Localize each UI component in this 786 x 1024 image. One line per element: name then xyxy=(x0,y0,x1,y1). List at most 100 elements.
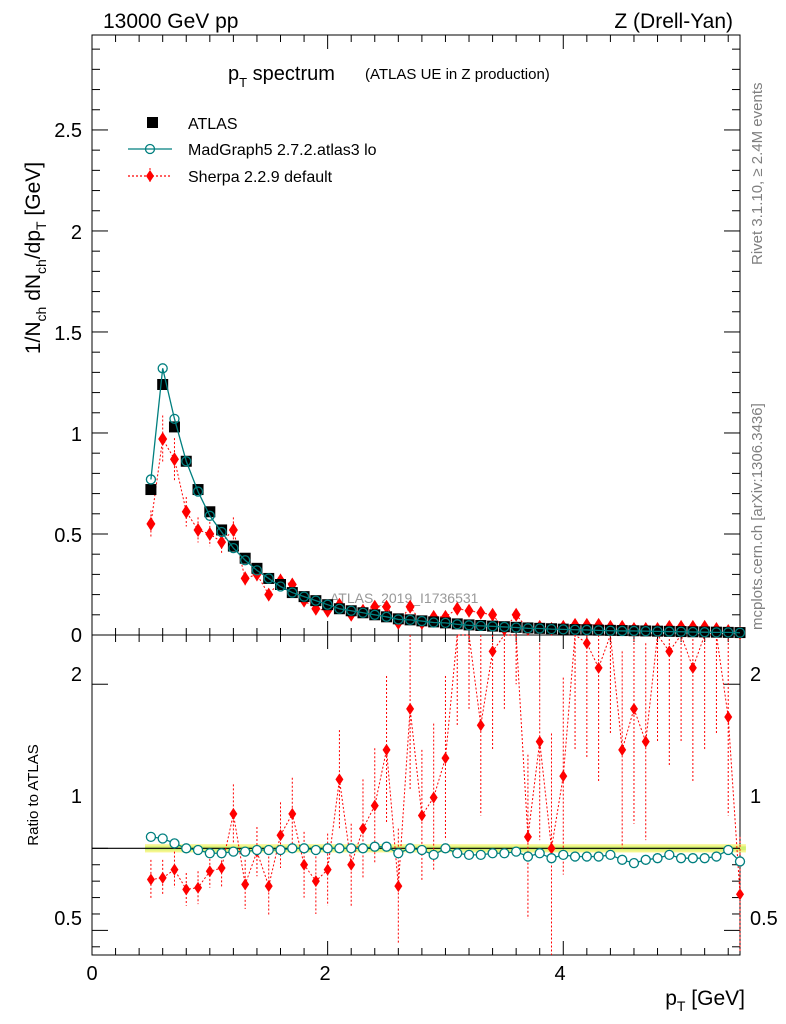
ratio-madgraph-point xyxy=(416,844,428,856)
ratio-madgraph-point xyxy=(687,853,699,864)
madgraph-point xyxy=(251,565,263,576)
sherpa-point xyxy=(452,601,462,616)
ratio-sherpa-point xyxy=(217,862,226,875)
ratio-sherpa-point xyxy=(170,863,179,876)
ratio-madgraph-point xyxy=(216,848,227,859)
madgraph-point xyxy=(298,591,310,602)
process-label: Z (Drell-Yan) xyxy=(614,10,733,33)
ratio-sherpa-point xyxy=(300,858,309,871)
ratio-sherpa-point xyxy=(264,880,273,893)
legend: ATLAS MadGraph5 2.7.2.atlas3 lo Sherpa 2… xyxy=(128,116,377,186)
ratio-madgraph-point xyxy=(228,846,239,857)
ratio-sherpa-point xyxy=(736,888,744,901)
ratio-madgraph-point xyxy=(711,851,722,862)
atlas-point xyxy=(145,484,157,496)
x-tick-label-4: 4 xyxy=(554,963,565,985)
y-tick-label-2-5: 2.5 xyxy=(54,120,82,142)
y-tick-label-1: 1 xyxy=(71,424,82,446)
madgraph-point xyxy=(463,620,475,631)
ratio-madgraph-point xyxy=(404,843,416,854)
ratio-madgraph-point xyxy=(369,841,380,852)
ratio-madgraph-point xyxy=(475,849,486,861)
madgraph-point xyxy=(310,595,322,606)
ratio-madgraph-point xyxy=(310,844,322,856)
ratio-madgraph-point xyxy=(275,844,286,856)
ratio-madgraph-point xyxy=(534,848,545,859)
madgraph-point xyxy=(640,626,651,637)
madgraph-point xyxy=(581,624,592,636)
ratio-sherpa-point xyxy=(417,809,426,822)
ratio-madgraph-point xyxy=(546,853,557,864)
ratio-sherpa-point xyxy=(276,829,285,842)
ratio-sherpa-point xyxy=(688,661,697,674)
madgraph-point xyxy=(334,603,345,614)
sherpa-point xyxy=(511,607,521,622)
sherpa-point xyxy=(217,535,227,550)
ratio-tick-label-right-0-5: 0.5 xyxy=(750,908,778,930)
atlas-point xyxy=(192,484,204,496)
mcplots-label: mcplots.cern.ch [arXiv:1306.3436] xyxy=(749,403,766,630)
ratio-tick-label-right-1: 1 xyxy=(750,786,761,808)
ratio-madgraph-point xyxy=(510,846,522,857)
ratio-sherpa-point xyxy=(582,637,591,650)
plot-title: pT spectrum xyxy=(228,63,335,90)
ratio-tick-label-1: 1 xyxy=(71,786,82,808)
madgraph-point xyxy=(558,624,569,635)
madgraph-point xyxy=(522,623,534,634)
ratio-madgraph-point xyxy=(452,848,463,859)
ratio-sherpa-point xyxy=(618,743,627,756)
ratio-madgraph-point xyxy=(699,853,710,864)
ratio-sherpa-point xyxy=(665,645,674,658)
ratio-madgraph-point xyxy=(145,831,157,842)
legend-label-madgraph: MadGraph5 2.7.2.atlas3 lo xyxy=(188,142,377,159)
ratio-sherpa-point xyxy=(288,807,297,820)
ratio-sherpa-point xyxy=(406,702,415,715)
ratio-tick-label-0-5: 0.5 xyxy=(54,908,82,930)
y-tick-label-0-5: 0.5 xyxy=(54,525,82,547)
madgraph-point xyxy=(181,456,192,467)
ratio-sherpa-point xyxy=(429,791,438,804)
spectrum-marks xyxy=(145,363,746,640)
ratio-sherpa-line xyxy=(150,633,741,895)
madgraph-point xyxy=(628,625,640,637)
analysis-label: ATLAS_2019_I1736531 xyxy=(330,590,479,606)
madgraph-point xyxy=(393,614,404,625)
y-axis-label: 1/Nch dNch/dpT [GeV] xyxy=(22,162,49,354)
madgraph-point xyxy=(416,615,428,627)
ratio-madgraph-point xyxy=(463,849,475,861)
madgraph-point xyxy=(287,587,298,598)
madgraph-point xyxy=(487,621,498,632)
ratio-tick-label-right-2: 2 xyxy=(750,664,761,686)
y-tick-label-0: 0 xyxy=(71,625,82,647)
madgraph-point xyxy=(569,624,581,635)
madgraph-point xyxy=(723,627,734,638)
ratio-sherpa-point xyxy=(182,883,191,896)
ratio-sherpa-point xyxy=(370,799,379,812)
madgraph-point xyxy=(216,526,227,538)
sherpa-point xyxy=(169,452,179,467)
x-axis-label: pT [GeV] xyxy=(665,987,745,1014)
ratio-madgraph-point xyxy=(640,854,651,865)
sherpa-point xyxy=(476,605,486,620)
madgraph-point xyxy=(687,626,699,638)
ratio-sherpa-point xyxy=(641,735,650,748)
ratio-sherpa-point xyxy=(394,880,403,893)
madgraph-point xyxy=(605,625,616,636)
y-tick-label-2: 2 xyxy=(71,222,82,244)
sherpa-point xyxy=(205,526,215,541)
ratio-madgraph-point xyxy=(192,844,204,856)
madgraph-point xyxy=(169,413,180,424)
atlas-point xyxy=(157,378,169,390)
ratio-sherpa-point xyxy=(382,743,391,756)
ratio-madgraph-point xyxy=(181,843,192,854)
madgraph-point xyxy=(475,620,486,632)
madgraph-point xyxy=(534,623,545,634)
madgraph-point xyxy=(263,573,274,584)
madgraph-point xyxy=(452,619,463,630)
sherpa-point xyxy=(264,587,274,602)
madgraph-point xyxy=(593,625,604,636)
ratio-madgraph-point xyxy=(381,841,392,852)
ratio-madgraph-point xyxy=(169,838,180,849)
ratio-madgraph-point xyxy=(240,846,251,857)
